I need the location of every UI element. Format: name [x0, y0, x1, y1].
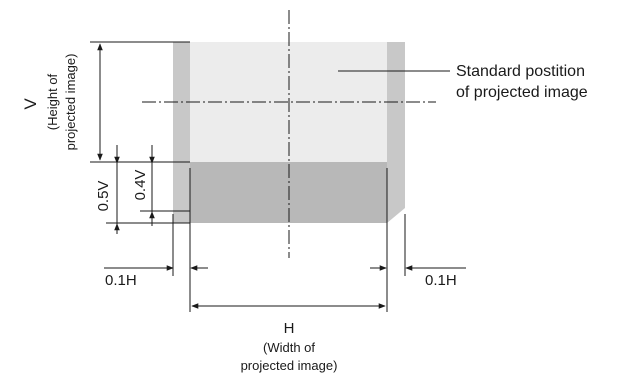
tenth-h-left-label: 0.1H	[105, 272, 137, 289]
standard-position-line-2: of projected image	[456, 84, 588, 101]
h-desc-line-2: projected image)	[241, 358, 338, 373]
v-desc-line-1: (Height of	[45, 73, 60, 130]
h-letter-label: H	[284, 320, 295, 337]
v-desc-line-2: projected image)	[63, 54, 78, 151]
standard-position-line-1: Standard postition	[456, 63, 585, 80]
h-desc-line-1: (Width of	[263, 340, 315, 355]
point-four-v-label: 0.4V	[132, 170, 149, 201]
v-letter-label: V	[21, 98, 40, 110]
tenth-h-right-label: 0.1H	[425, 272, 457, 289]
half-v-label: 0.5V	[95, 181, 112, 212]
